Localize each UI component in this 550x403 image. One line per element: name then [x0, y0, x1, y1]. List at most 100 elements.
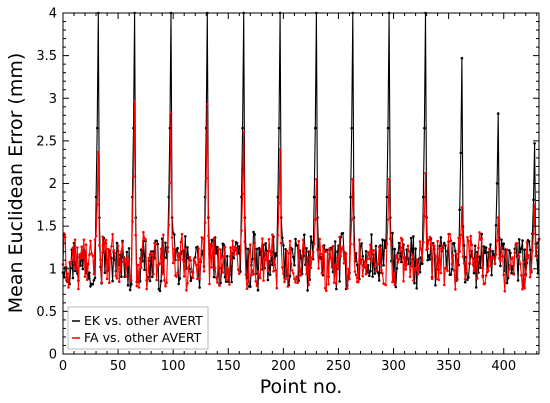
series-point-1 — [229, 246, 232, 249]
series-point-1 — [260, 247, 263, 251]
series-point-1 — [303, 244, 306, 248]
series-point-0 — [439, 236, 443, 239]
series-point-1 — [299, 273, 303, 277]
series-point-1 — [412, 279, 415, 282]
series-point-1 — [359, 262, 362, 265]
series-point-0 — [282, 244, 285, 247]
series-point-1 — [455, 252, 458, 256]
legend: EK vs. other AVERT FA vs. other AVERT — [67, 306, 209, 350]
series-point-1 — [88, 253, 91, 257]
series-point-1 — [212, 237, 216, 240]
series-point-0 — [415, 287, 419, 290]
series-point-1 — [521, 287, 524, 291]
series-point-0 — [235, 241, 239, 245]
series-point-1 — [234, 246, 238, 250]
series-point-1 — [501, 255, 504, 258]
series-point-1 — [67, 286, 70, 289]
series-point-0 — [212, 275, 216, 279]
series-point-0 — [386, 126, 390, 130]
series-point-1 — [457, 236, 460, 240]
series-point-1 — [390, 243, 393, 247]
series-point-0 — [232, 256, 236, 260]
series-point-1 — [492, 256, 496, 260]
series-point-1 — [508, 268, 511, 271]
series-point-1 — [204, 177, 208, 180]
series-point-0 — [492, 253, 496, 256]
series-point-1 — [495, 239, 499, 242]
series-point-0 — [420, 262, 424, 266]
series-point-0 — [71, 276, 75, 280]
series-point-0 — [527, 240, 531, 243]
series-point-0 — [516, 279, 520, 282]
series-point-0 — [434, 284, 437, 287]
series-point-1 — [92, 272, 96, 276]
series-point-1 — [394, 256, 398, 260]
series-point-1 — [98, 244, 101, 247]
series-point-0 — [371, 275, 374, 278]
series-point-0 — [412, 235, 415, 238]
series-point-0 — [466, 278, 469, 282]
series-point-1 — [245, 287, 249, 291]
series-point-1 — [192, 257, 196, 260]
series-point-1 — [169, 111, 173, 114]
series-point-1 — [203, 221, 207, 224]
series-point-1 — [80, 245, 83, 248]
series-point-0 — [148, 279, 152, 283]
x-tick-label: 0 — [59, 359, 67, 374]
series-point-0 — [255, 247, 259, 251]
series-point-0 — [338, 280, 341, 283]
series-point-0 — [450, 267, 454, 271]
series-point-1 — [487, 269, 490, 273]
series-point-1 — [222, 255, 226, 258]
series-point-1 — [246, 278, 250, 281]
series-point-1 — [365, 257, 369, 261]
series-point-0 — [480, 232, 484, 236]
series-point-0 — [312, 195, 316, 199]
series-point-1 — [241, 192, 244, 195]
series-point-1 — [132, 175, 135, 178]
series-point-0 — [95, 126, 99, 130]
series-point-1 — [239, 249, 242, 252]
series-point-1 — [462, 262, 466, 265]
series-point-1 — [220, 255, 223, 259]
series-point-0 — [177, 282, 180, 286]
series-point-1 — [122, 260, 125, 264]
series-point-0 — [120, 275, 123, 279]
series-point-1 — [287, 251, 291, 255]
x-tick-label: 150 — [216, 359, 241, 374]
series-point-1 — [415, 258, 419, 262]
series-point-0 — [309, 235, 313, 238]
series-point-0 — [418, 270, 422, 274]
series-point-1 — [419, 247, 423, 251]
series-point-1 — [268, 249, 272, 253]
series-point-1 — [184, 247, 187, 251]
series-point-0 — [458, 208, 462, 212]
series-point-0 — [532, 198, 535, 202]
series-point-1 — [304, 251, 307, 254]
series-point-1 — [386, 218, 390, 221]
series-point-0 — [368, 274, 371, 278]
series-point-0 — [499, 264, 502, 268]
series-point-1 — [364, 272, 368, 276]
series-point-0 — [472, 271, 476, 275]
series-point-1 — [509, 263, 512, 267]
series-point-1 — [352, 242, 356, 246]
series-point-1 — [133, 99, 136, 103]
series-point-0 — [519, 250, 522, 254]
series-point-1 — [127, 257, 131, 261]
series-point-1 — [504, 255, 508, 258]
series-point-0 — [125, 250, 129, 254]
series-point-1 — [427, 238, 431, 242]
series-point-0 — [427, 254, 431, 257]
series-point-1 — [142, 230, 145, 234]
series-point-0 — [413, 281, 416, 285]
series-point-1 — [235, 252, 239, 256]
series-point-1 — [191, 276, 195, 280]
series-point-1 — [531, 249, 534, 253]
series-point-0 — [189, 279, 193, 283]
series-point-1 — [162, 233, 165, 237]
series-point-1 — [362, 264, 366, 268]
series-point-1 — [106, 247, 110, 251]
series-point-0 — [306, 289, 309, 292]
series-point-0 — [463, 280, 467, 284]
